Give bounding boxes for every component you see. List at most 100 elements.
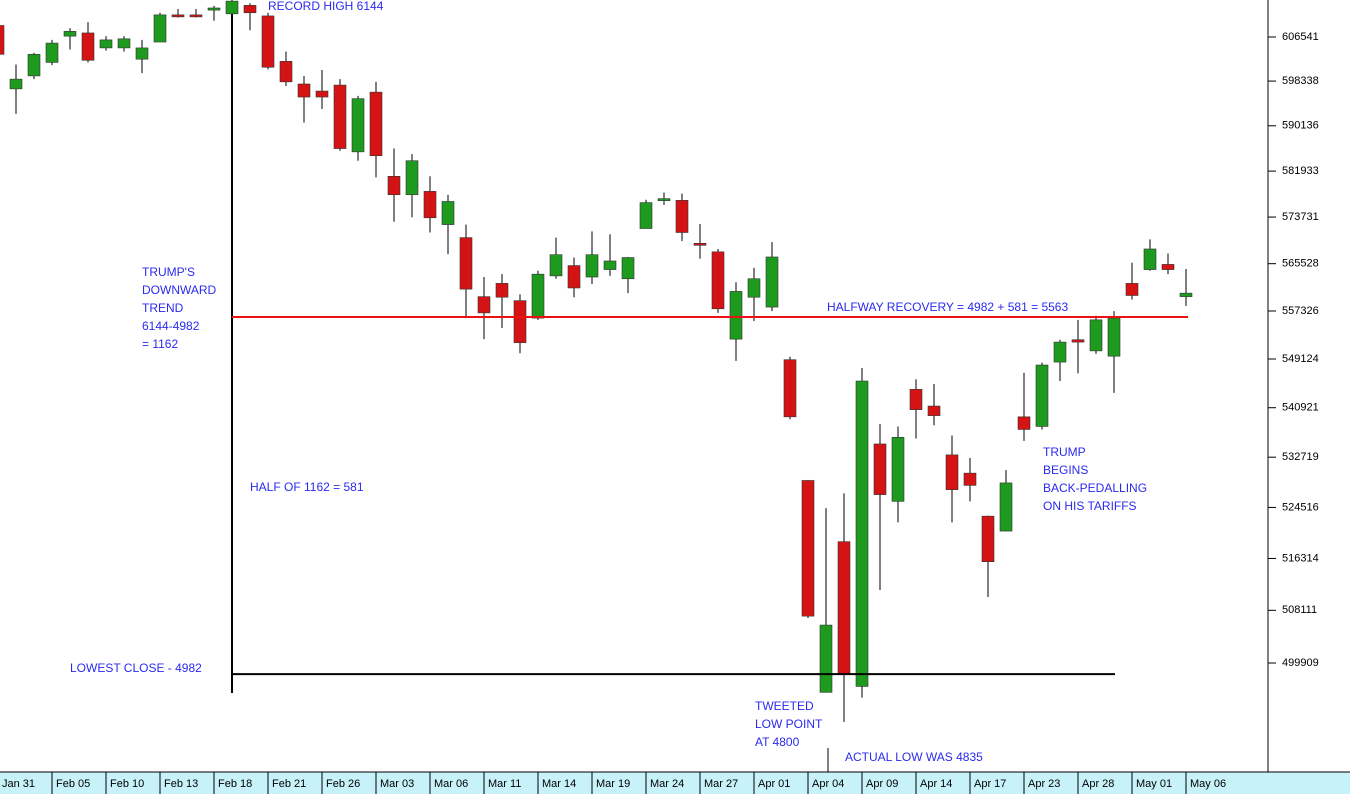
candle-body — [153, 14, 167, 43]
y-tick-label: 581933 — [1282, 165, 1319, 177]
x-tick-label: Feb 13 — [164, 778, 198, 790]
annotation: DOWNWARD — [142, 283, 217, 297]
x-tick-label: Apr 01 — [758, 778, 790, 790]
candle-body — [279, 61, 293, 83]
x-tick-label: Apr 28 — [1082, 778, 1114, 790]
x-tick-label: Mar 11 — [488, 778, 521, 790]
candle-body — [639, 202, 653, 229]
candle-body — [171, 14, 185, 18]
candle-body — [99, 39, 113, 49]
x-tick-label: May 01 — [1136, 778, 1172, 790]
annotation: HALF OF 1162 = 581 — [250, 480, 364, 494]
y-tick-label: 565528 — [1282, 258, 1319, 270]
candle-body — [315, 90, 329, 98]
candle-body — [387, 175, 401, 196]
candle-body — [261, 15, 275, 68]
annotation: TWEETED — [755, 699, 814, 713]
candle-body — [927, 405, 941, 416]
candle-body — [585, 254, 599, 278]
candle-body — [1143, 248, 1157, 270]
y-tick-label: 549124 — [1282, 353, 1319, 365]
x-tick-label: Apr 17 — [974, 778, 1006, 790]
candle-body — [711, 251, 725, 310]
candle-body — [135, 47, 149, 60]
annotation: TRUMP — [1043, 445, 1086, 459]
annotation: 6144-4982 — [142, 319, 200, 333]
candle-body — [459, 237, 473, 290]
x-tick-label: Feb 18 — [218, 778, 252, 790]
candle-body — [45, 42, 59, 63]
candle-body — [693, 242, 707, 246]
y-tick-label: 516314 — [1282, 552, 1319, 564]
x-tick-label: Feb 26 — [326, 778, 360, 790]
annotation: ACTUAL LOW WAS 4835 — [845, 750, 983, 764]
x-tick-label: Jan 31 — [2, 778, 35, 790]
candle-body — [477, 296, 491, 314]
x-tick-label: Feb 21 — [272, 778, 306, 790]
x-tick-label: Mar 06 — [434, 778, 468, 790]
candle-body — [333, 84, 347, 149]
y-tick-label: 524516 — [1282, 501, 1319, 513]
y-tick-label: 540921 — [1282, 402, 1319, 414]
x-tick-label: Mar 24 — [650, 778, 684, 790]
x-tick-label: Feb 05 — [56, 778, 90, 790]
candle-body — [729, 291, 743, 340]
x-tick-label: Apr 04 — [812, 778, 844, 790]
y-tick-label: 508111 — [1282, 604, 1317, 616]
annotation: AT 4800 — [755, 735, 800, 749]
candle-body — [891, 437, 905, 502]
candle-body — [207, 7, 221, 11]
candle-body — [1017, 416, 1031, 430]
candle-body — [1071, 339, 1085, 343]
annotation: TREND — [142, 301, 184, 315]
candle-body — [747, 278, 761, 298]
candle-body — [549, 254, 563, 277]
annotation: RECORD HIGH 6144 — [268, 0, 384, 13]
candle-body — [819, 624, 833, 693]
candle-body — [657, 198, 671, 201]
candle-body — [495, 283, 509, 298]
candle-body — [225, 0, 239, 15]
candle-body — [1035, 364, 1049, 427]
plot — [0, 0, 1193, 722]
candle-body — [513, 300, 527, 343]
y-tick-label: 499909 — [1282, 657, 1319, 669]
candle-body — [1053, 341, 1067, 363]
candle-body — [81, 32, 95, 61]
candle-body — [1089, 319, 1103, 352]
candle-body — [567, 265, 581, 289]
y-tick-label: 557326 — [1282, 305, 1319, 317]
y-tick-label: 573731 — [1282, 211, 1319, 223]
candle-body — [1107, 317, 1121, 357]
x-tick-label: Mar 19 — [596, 778, 630, 790]
annotation: = 1162 — [142, 337, 178, 351]
x-tick-label: May 06 — [1190, 778, 1226, 790]
candle-body — [405, 160, 419, 196]
candle-body — [963, 472, 977, 486]
candle-body — [531, 273, 545, 319]
candle-body — [243, 5, 257, 14]
candle-body — [909, 389, 923, 410]
y-tick-label: 606541 — [1282, 31, 1319, 43]
candle-body — [783, 359, 797, 418]
candle-body — [855, 380, 869, 687]
candle-body — [369, 91, 383, 157]
x-tick-label: Mar 03 — [380, 778, 414, 790]
annotation: TRUMP'S — [142, 265, 195, 279]
candle-body — [1161, 264, 1175, 270]
candle-body — [351, 98, 365, 153]
annotation: LOWEST CLOSE - 4982 — [70, 661, 202, 675]
x-tick-label: Apr 09 — [866, 778, 898, 790]
candle-body — [981, 515, 995, 562]
annotation: BEGINS — [1043, 463, 1088, 477]
candle-body — [765, 256, 779, 308]
candle-body — [117, 38, 131, 49]
candle-body — [621, 257, 635, 280]
candle-body — [27, 54, 41, 77]
candle-body — [1125, 283, 1139, 296]
candle-body — [675, 200, 689, 233]
candle-body — [9, 78, 23, 90]
candle-body — [189, 14, 203, 18]
